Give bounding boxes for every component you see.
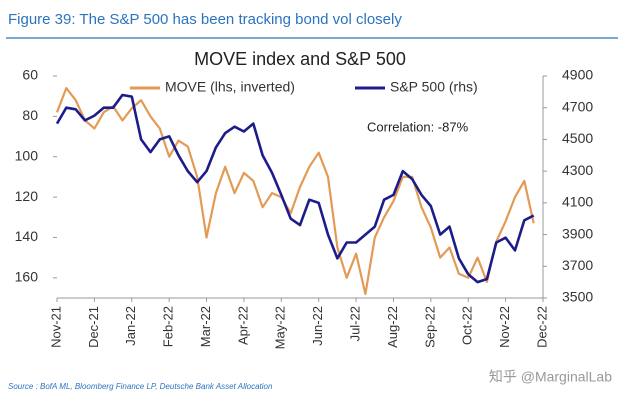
legend-label: S&P 500 (rhs) (390, 79, 478, 95)
x-tick-label: Dec-22 (534, 306, 549, 348)
x-tick-label: Oct-22 (460, 306, 475, 345)
y-tick-label: 120 (15, 188, 39, 204)
legend-label: MOVE (lhs, inverted) (165, 79, 295, 95)
y2-tick-label: 4900 (562, 67, 593, 83)
y2-tick-label: 4700 (562, 98, 593, 114)
y2-tick-label: 4100 (562, 194, 593, 210)
y2-tick-label: 3500 (562, 289, 593, 305)
x-tick-label: Feb-22 (161, 306, 176, 347)
x-tick-label: Dec-21 (86, 306, 101, 348)
x-tick-label: Aug-22 (385, 306, 400, 348)
x-tick-label: Jun-22 (310, 306, 325, 346)
y2-tick-label: 4300 (562, 162, 593, 178)
x-tick-label: Sep-22 (422, 306, 437, 348)
x-tick-label: Apr-22 (235, 306, 250, 345)
y2-tick-label: 4500 (562, 130, 593, 146)
watermark: 知乎 @MarginalLab (489, 369, 612, 385)
x-tick-label: Mar-22 (198, 306, 213, 347)
x-tick-label: Nov-21 (48, 306, 63, 348)
series-line (55, 93, 535, 284)
annotation: Correlation: -87% (367, 119, 469, 134)
y-tick-label: 100 (15, 147, 39, 163)
source: Source : BofA ML, Bloomberg Finance LP, … (8, 382, 273, 391)
figure-title: Figure 39: The S&P 500 has been tracking… (8, 11, 402, 28)
y-tick-label: 160 (15, 269, 39, 285)
y-tick-label: 140 (15, 228, 39, 244)
x-tick-label: May-22 (273, 306, 288, 349)
y2-tick-label: 3700 (562, 257, 593, 273)
x-tick-label: Jan-22 (123, 306, 138, 346)
chart-title: MOVE index and S&P 500 (194, 49, 406, 69)
series-line (55, 87, 535, 296)
x-tick-label: Jul-22 (348, 306, 363, 341)
x-tick-label: Nov-22 (497, 306, 512, 348)
y2-tick-label: 3900 (562, 225, 593, 241)
y-tick-label: 60 (22, 67, 38, 83)
y-tick-label: 80 (22, 107, 38, 123)
